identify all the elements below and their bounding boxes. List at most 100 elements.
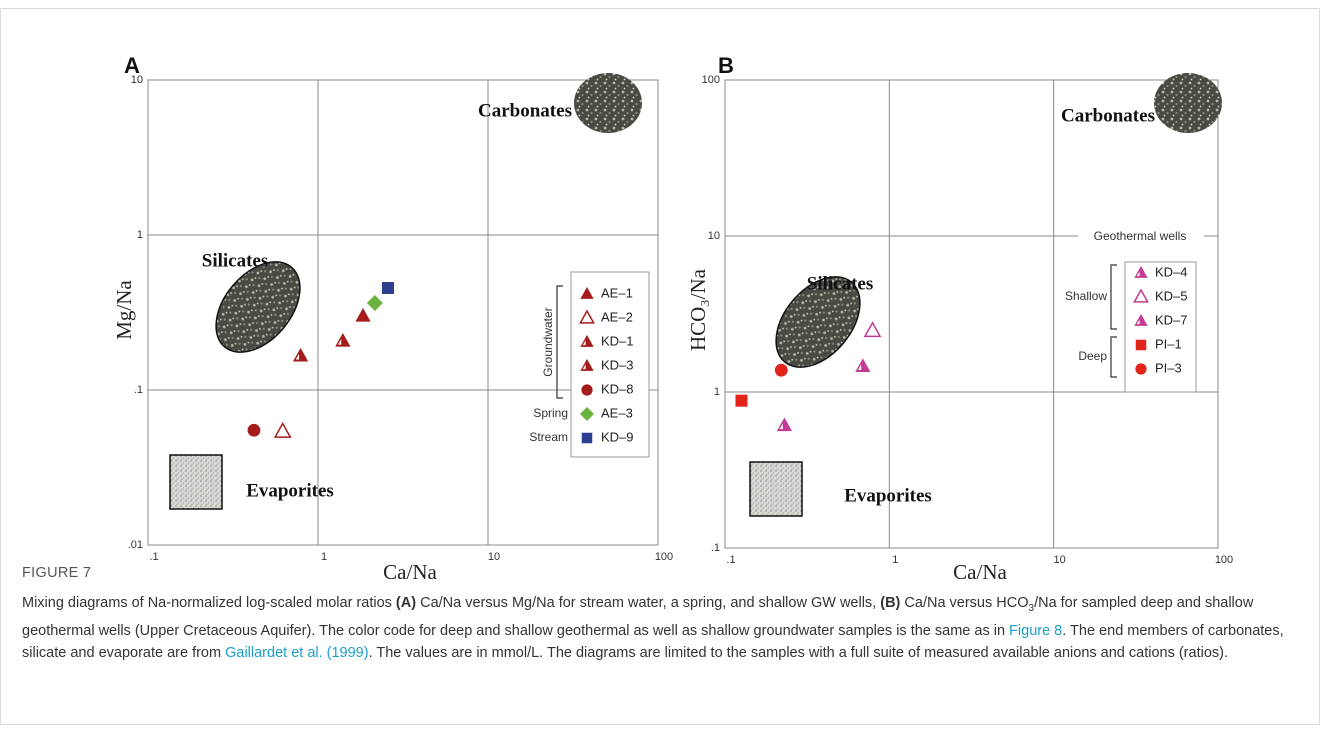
legend-marker — [1134, 266, 1148, 278]
evaporite-symbol — [749, 461, 803, 517]
annotation: Carbonates — [1061, 105, 1155, 126]
marker-shape — [863, 321, 882, 338]
annotation: Silicates — [202, 250, 269, 271]
x-tick-label: 100 — [655, 551, 673, 563]
data-point — [247, 423, 261, 437]
caption-text: 3 — [1028, 602, 1035, 614]
marker-shape — [580, 407, 594, 421]
marker-shape — [774, 363, 788, 377]
legend-bracket — [556, 285, 563, 399]
marker-shape — [1133, 288, 1149, 303]
annotation: Evaporites — [246, 480, 334, 501]
legend-title-bg — [1078, 229, 1204, 245]
caption-text: . The values are in mmol/L. The diagrams… — [368, 644, 1228, 661]
legend-label: KD–5 — [1155, 288, 1188, 303]
x-axis-label: Ca/Na — [383, 560, 437, 584]
figure-caption: Mixing diagrams of Na-normalized log-sca… — [22, 592, 1302, 664]
marker-shape — [292, 347, 309, 362]
y-tick-label: 1 — [714, 386, 720, 398]
x-axis-label: Ca/Na — [953, 560, 1007, 584]
legend-label: KD–7 — [1155, 312, 1188, 327]
legend-marker — [580, 335, 594, 347]
legend-marker — [581, 384, 593, 396]
figure-label: FIGURE 7 — [22, 565, 92, 581]
data-point — [355, 308, 371, 322]
data-point — [774, 363, 788, 377]
y-tick-label: 100 — [702, 74, 720, 86]
marker-shape — [273, 421, 292, 438]
legend-marker — [1135, 363, 1147, 375]
legend-group-label: Spring — [533, 406, 568, 420]
legend-marker — [580, 287, 594, 299]
legend-marker — [580, 359, 594, 371]
marker-shape — [735, 394, 748, 407]
legend-marker — [581, 432, 593, 444]
legend-group-label: Shallow — [1065, 289, 1107, 303]
x-tick-label: .1 — [149, 551, 158, 563]
legend-label: AE–2 — [601, 309, 633, 324]
legend-bracket — [1110, 336, 1117, 378]
marker-inner — [295, 353, 299, 360]
legend-label: PI–1 — [1155, 336, 1182, 351]
x-tick-label: .1 — [726, 554, 735, 566]
caption-text: (A) — [395, 595, 417, 611]
marker-shape — [366, 295, 383, 312]
marker-shape — [355, 308, 371, 322]
annotation: Evaporites — [844, 485, 932, 506]
marker-inner — [582, 340, 586, 346]
legend-bracket — [1110, 264, 1117, 330]
legend-label: KD–9 — [601, 429, 634, 444]
data-point — [273, 421, 292, 438]
legend-label: AE–1 — [601, 285, 633, 300]
data-point — [366, 295, 383, 312]
legend-label: PI–3 — [1155, 360, 1182, 375]
marker-inner — [858, 364, 862, 370]
legend-marker — [580, 407, 594, 421]
legend-group-label: Deep — [1078, 349, 1107, 363]
evaporite-symbol — [169, 454, 223, 510]
marker-inner — [338, 339, 342, 345]
annotation: Carbonates — [478, 100, 572, 121]
caption-link[interactable]: Figure 8 — [1009, 622, 1063, 639]
y-tick-label: 1 — [137, 229, 143, 241]
caption-link[interactable]: Gaillardet et al. (1999) — [225, 644, 369, 661]
panel-letter: A — [124, 53, 140, 78]
legend-marker — [1135, 339, 1147, 351]
marker-shape — [581, 384, 593, 396]
annotation: Silicates — [807, 273, 874, 294]
legend-title: Geothermal wells — [1094, 229, 1187, 243]
y-tick-label: 10 — [708, 230, 720, 242]
y-tick-label: .01 — [128, 539, 143, 551]
panel-letter: B — [718, 53, 734, 78]
caption-text: . The end members of carbonates, silicat… — [22, 622, 1284, 661]
marker-shape — [581, 432, 593, 444]
data-point — [335, 333, 351, 347]
legend-group-label: Groundwater — [541, 307, 555, 376]
data-point — [855, 358, 871, 372]
legend-label: KD–4 — [1155, 264, 1188, 279]
marker-shape — [1135, 339, 1147, 351]
legend-label: KD–3 — [601, 357, 634, 372]
marker-inner — [779, 423, 783, 430]
marker-shape — [855, 358, 871, 372]
x-tick-label: 1 — [892, 554, 898, 566]
marker-shape — [580, 287, 594, 299]
data-point — [776, 417, 793, 432]
y-axis-label: Mg/Na — [112, 280, 136, 340]
marker-shape — [381, 282, 394, 295]
caption-text: Ca/Na versus Mg/Na for stream water, a s… — [416, 595, 881, 611]
x-tick-label: 10 — [1054, 554, 1066, 566]
marker-shape — [1135, 363, 1147, 375]
y-tick-label: 10 — [131, 74, 143, 86]
caption-text: Mixing diagrams of Na-normalized log-sca… — [22, 595, 396, 611]
legend-marker — [1133, 288, 1149, 303]
data-point — [292, 347, 309, 362]
x-tick-label: 10 — [488, 551, 500, 563]
legend-label: KD–8 — [601, 381, 634, 396]
marker-inner — [1136, 319, 1140, 325]
legend-group-label: Stream — [529, 430, 568, 444]
x-tick-label: 100 — [1215, 554, 1233, 566]
legend-marker — [579, 309, 595, 324]
y-axis-label: HCO₃/Na — [686, 268, 710, 351]
